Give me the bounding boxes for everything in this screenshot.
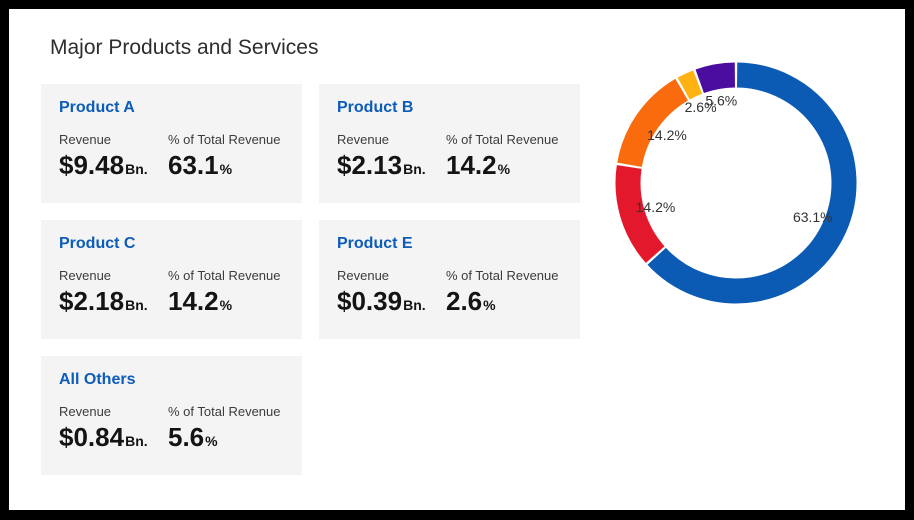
revenue-label: Revenue bbox=[59, 268, 112, 283]
revenue-value: $2.18 Bn. bbox=[59, 286, 148, 316]
donut-segment-label: 63.1% bbox=[793, 209, 833, 225]
percent-of-total-label: % of Total Revenue bbox=[446, 132, 559, 147]
product-card-c: Product C Revenue % of Total Revenue $2.… bbox=[41, 220, 302, 339]
revenue-value: $2.13 Bn. bbox=[337, 150, 426, 180]
percent-unit: % bbox=[483, 297, 496, 313]
percent-unit: % bbox=[497, 161, 511, 177]
percent-value: 14.2% bbox=[446, 150, 511, 180]
product-name: All Others bbox=[59, 371, 136, 388]
percent-of-total-label: % of Total Revenue bbox=[168, 132, 281, 147]
revenue-unit: Bn. bbox=[403, 161, 426, 177]
donut-segment-product-c[interactable] bbox=[617, 78, 689, 168]
product-card-a: Product A Revenue % of Total Revenue $9.… bbox=[41, 84, 302, 203]
donut-segment-label: 14.2% bbox=[636, 199, 676, 215]
percent-value: 2.6% bbox=[446, 286, 496, 316]
donut-segment-all-others[interactable] bbox=[695, 62, 736, 94]
content-area: Major Products and Services Product A Re… bbox=[9, 9, 905, 510]
revenue-unit: Bn. bbox=[403, 297, 426, 313]
percent-of-total-label: % of Total Revenue bbox=[168, 404, 281, 419]
donut-segment-label: 2.6% bbox=[685, 99, 717, 115]
revenue-label: Revenue bbox=[59, 132, 112, 147]
percent-value: 14.2% bbox=[168, 286, 233, 316]
product-name: Product A bbox=[59, 99, 135, 116]
product-card-b: Product B Revenue % of Total Revenue $2.… bbox=[319, 84, 580, 203]
product-card-all-others: All Others Revenue % of Total Revenue $0… bbox=[41, 356, 302, 475]
revenue-unit: Bn. bbox=[125, 161, 148, 177]
percent-value: 5.6% bbox=[168, 422, 218, 452]
donut-segment-product-b[interactable] bbox=[615, 165, 665, 263]
product-name: Product E bbox=[337, 235, 413, 252]
product-name: Product C bbox=[59, 235, 136, 252]
percent-of-total-label: % of Total Revenue bbox=[168, 268, 281, 283]
revenue-unit: Bn. bbox=[125, 433, 148, 449]
product-name: Product B bbox=[337, 99, 414, 116]
page-title: Major Products and Services bbox=[50, 36, 319, 59]
revenue-label: Revenue bbox=[59, 404, 112, 419]
revenue-label: Revenue bbox=[337, 132, 390, 147]
donut-segment-label: 14.2% bbox=[647, 127, 687, 143]
percent-unit: % bbox=[219, 161, 233, 177]
donut-chart-container: 63.1% 14.2% 14.2% 2.6% 5.6% bbox=[606, 53, 866, 313]
revenue-unit: Bn. bbox=[125, 297, 148, 313]
product-card-e: Product E Revenue % of Total Revenue $0.… bbox=[319, 220, 580, 339]
revenue-value: $0.84 Bn. bbox=[59, 422, 148, 452]
percent-value: 63.1% bbox=[168, 150, 233, 180]
revenue-label: Revenue bbox=[337, 268, 390, 283]
percent-of-total-label: % of Total Revenue bbox=[446, 268, 559, 283]
percent-unit: % bbox=[205, 433, 218, 449]
donut-chart: 63.1% 14.2% 14.2% 2.6%5.6% bbox=[615, 62, 857, 304]
donut-segment-product-e[interactable] bbox=[677, 70, 703, 100]
donut-segment-label: 5.6% bbox=[705, 92, 737, 108]
percent-unit: % bbox=[219, 297, 233, 313]
revenue-value: $0.39 Bn. bbox=[337, 286, 426, 316]
revenue-value: $9.48 Bn. bbox=[59, 150, 148, 180]
donut-segment-product-a[interactable] bbox=[647, 62, 857, 304]
